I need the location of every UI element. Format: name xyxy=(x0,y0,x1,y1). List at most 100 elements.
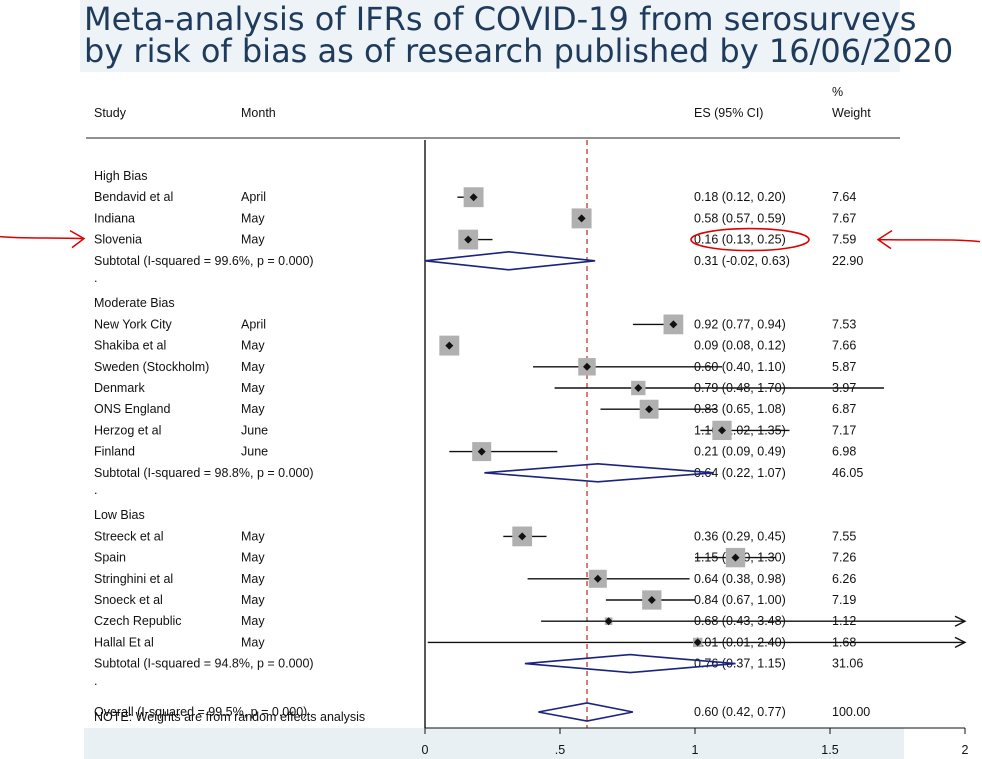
study-es: 0.18 (0.12, 0.20) xyxy=(694,190,786,204)
point-estimate xyxy=(445,341,454,350)
study-name: Shakiba et al xyxy=(94,339,166,353)
axis-tick-label: 0 xyxy=(422,743,429,757)
overall-label: Overall (I-squared = 99.5%, p = 0.000) xyxy=(94,705,307,719)
study-month: June xyxy=(241,423,268,437)
study-name: ONS England xyxy=(94,402,170,416)
subtotal-weight: 31.06 xyxy=(832,657,863,671)
header-month: Month xyxy=(241,106,276,120)
study-name: Spain xyxy=(94,551,126,565)
study-month: May xyxy=(241,529,265,543)
axis-band xyxy=(84,728,904,759)
study-month: May xyxy=(241,635,265,649)
subtotal-weight: 46.05 xyxy=(832,466,863,480)
highlight-circle xyxy=(690,227,810,252)
study-name: Slovenia xyxy=(94,233,142,247)
annotation-arrow-right xyxy=(876,229,981,250)
study-month: April xyxy=(241,317,266,331)
study-es: 0.60 (0.40, 1.10) xyxy=(694,360,786,374)
study-es: 0.21 (0.09, 0.49) xyxy=(694,445,786,459)
study-month: June xyxy=(241,445,268,459)
ci-arrow xyxy=(954,636,967,649)
study-name: New York City xyxy=(94,317,173,331)
subtotal-label: Subtotal (I-squared = 99.6%, p = 0.000) xyxy=(94,254,314,268)
point-estimate xyxy=(604,617,613,626)
study-es: 0.09 (0.08, 0.12) xyxy=(694,339,786,353)
point-estimate xyxy=(731,553,740,562)
group-label: Low Bias xyxy=(94,508,145,522)
point-estimate xyxy=(464,235,473,244)
study-name: Sweden (Stockholm) xyxy=(94,360,209,374)
study-weight: 7.64 xyxy=(832,190,856,204)
study-es: 0.83 (0.65, 1.08) xyxy=(694,402,786,416)
chart-title-line-1: Meta-analysis of IFRs of COVID-19 from s… xyxy=(84,0,917,38)
study-name: Czech Republic xyxy=(94,614,182,628)
point-estimate xyxy=(518,532,527,541)
subtotal-label: Subtotal (I-squared = 98.8%, p = 0.000) xyxy=(94,466,314,480)
study-es: 0.16 (0.13, 0.25) xyxy=(694,233,786,247)
subtotal-weight: 22.90 xyxy=(832,254,863,268)
subtotal-es: 0.64 (0.22, 1.07) xyxy=(694,466,786,480)
header-es: ES (95% CI) xyxy=(694,106,763,120)
study-name: Denmark xyxy=(94,381,145,395)
study-name: Indiana xyxy=(94,211,135,225)
subtotal-es: 0.31 (-0.02, 0.63) xyxy=(694,254,790,268)
axis-tick-label: 2 xyxy=(962,743,969,757)
study-es: 0.58 (0.57, 0.59) xyxy=(694,211,786,225)
header-weight-percent: % xyxy=(832,85,843,99)
note-text: NOTE: Weights are from random effects an… xyxy=(94,710,365,724)
annotation-arrow-left xyxy=(0,229,86,249)
axis-tick-label: 1.5 xyxy=(821,743,838,757)
study-name: Hallal Et al xyxy=(94,635,154,649)
subtotal-diamond xyxy=(524,653,736,674)
study-month: May xyxy=(241,402,265,416)
study-weight: 5.87 xyxy=(832,360,856,374)
study-weight: 6.98 xyxy=(832,445,856,459)
study-month: May xyxy=(241,211,265,225)
point-estimate xyxy=(669,320,678,329)
study-weight: 7.19 xyxy=(832,593,856,607)
subtotal-diamond xyxy=(484,462,714,483)
point-estimate xyxy=(693,638,702,647)
study-weight: 7.67 xyxy=(832,211,856,225)
subtotal-label: Subtotal (I-squared = 94.8%, p = 0.000) xyxy=(94,657,314,671)
point-estimate xyxy=(477,447,486,456)
overall-weight: 100.00 xyxy=(832,705,870,719)
study-name: Herzog et al xyxy=(94,423,161,437)
study-name: Bendavid et al xyxy=(94,190,173,204)
study-month: May xyxy=(241,381,265,395)
chart-title-line-2: by risk of bias as of research published… xyxy=(84,32,954,70)
study-month: May xyxy=(241,233,265,247)
point-estimate xyxy=(718,426,726,435)
study-month: April xyxy=(241,190,266,204)
spacer-dot: . xyxy=(94,674,97,688)
subtotal-diamond xyxy=(424,250,596,271)
study-month: May xyxy=(241,360,265,374)
overall-es: 0.60 (0.42, 0.77) xyxy=(694,705,786,719)
study-weight: 7.59 xyxy=(832,233,856,247)
study-month: May xyxy=(241,614,265,628)
study-weight: 7.17 xyxy=(832,423,856,437)
study-es: 0.92 (0.77, 0.94) xyxy=(694,317,786,331)
study-month: May xyxy=(241,339,265,353)
ci-arrow xyxy=(954,615,967,627)
study-weight: 7.66 xyxy=(832,339,856,353)
point-estimate xyxy=(634,384,643,392)
overall-diamond xyxy=(538,702,634,722)
study-es: 0.64 (0.38, 0.98) xyxy=(694,572,786,586)
group-label: High Bias xyxy=(94,169,148,183)
spacer-dot: . xyxy=(94,271,97,285)
point-estimate xyxy=(593,574,602,583)
axis-tick-label: 1 xyxy=(692,743,699,757)
plot-panel xyxy=(84,78,904,728)
study-es: 0.36 (0.29, 0.45) xyxy=(694,529,786,543)
title-band xyxy=(80,0,900,72)
study-name: Stringhini et al xyxy=(94,572,173,586)
study-weight: 7.55 xyxy=(832,529,856,543)
axis-tick-label: .5 xyxy=(555,743,565,757)
study-name: Streeck et al xyxy=(94,529,163,543)
header-study: Study xyxy=(94,106,127,120)
study-month: May xyxy=(241,551,265,565)
header-weight: Weight xyxy=(832,106,871,120)
study-weight: 7.26 xyxy=(832,551,856,565)
